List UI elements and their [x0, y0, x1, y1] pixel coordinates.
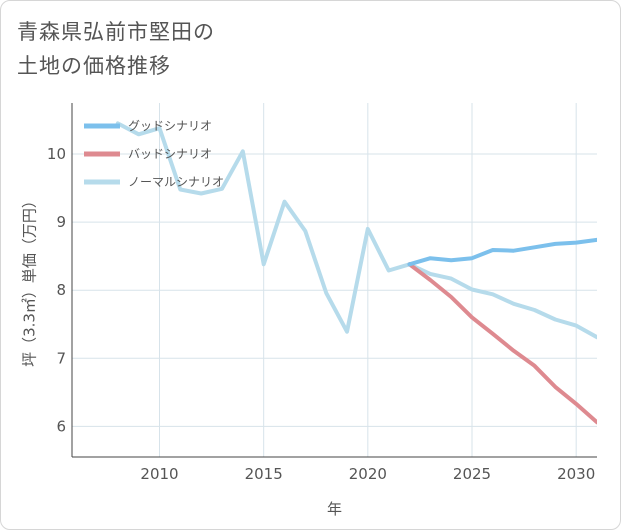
x-tick-label: 2025: [453, 465, 491, 483]
chart-title-line-1: 青森県弘前市堅田の: [17, 20, 215, 44]
series: [115, 121, 597, 425]
x-tick-label: 2010: [140, 465, 178, 483]
legend-label-bad: バッドシナリオ: [128, 147, 212, 161]
y-tick-label: 8: [56, 281, 66, 299]
chart-title-line-2: 土地の価格推移: [17, 54, 171, 78]
y-tick-label: 7: [56, 349, 66, 367]
y-tick-label: 9: [56, 213, 66, 231]
y-axis-title: 坪（3.3㎡）単価（万円）: [21, 193, 39, 367]
x-tick-label: 2015: [245, 465, 283, 483]
legend-label-good: グッドシナリオ: [128, 119, 212, 133]
x-tick-label: 2030: [557, 465, 595, 483]
x-tick-label: 2020: [349, 465, 387, 483]
series-line-bad: [407, 262, 597, 425]
axes: 2010 2015 2020 2025 2030 6 7 8 9 10: [47, 103, 597, 483]
x-axis-title: 年: [327, 500, 342, 518]
y-tick-label: 6: [56, 417, 66, 435]
chart-title: 青森県弘前市堅田の 土地の価格推移: [17, 15, 215, 83]
legend-label-normal: ノーマルシナリオ: [128, 175, 224, 189]
grid: [72, 103, 597, 457]
y-tick-label: 10: [47, 145, 66, 163]
series-line-normal: [115, 121, 597, 340]
series-line-good: [407, 237, 597, 267]
